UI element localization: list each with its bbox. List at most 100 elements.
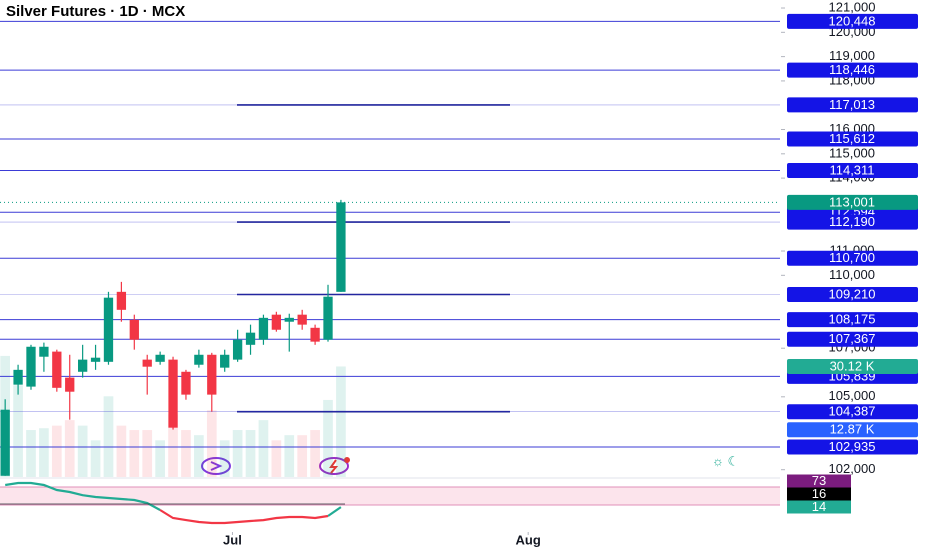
y-tick-label: 105,000 bbox=[829, 388, 876, 403]
level-label: 107,367 bbox=[829, 331, 876, 346]
zone-label: 112,190 bbox=[829, 214, 875, 229]
y-tick-label: 102,000 bbox=[829, 461, 876, 476]
y-tick-label: 115,000 bbox=[829, 145, 875, 160]
indicator-label: 14 bbox=[812, 499, 826, 514]
rsi-line bbox=[5, 481, 342, 517]
volume-bar bbox=[310, 430, 320, 477]
zone-box bbox=[787, 287, 918, 303]
volume-bar bbox=[142, 430, 153, 477]
candle-body bbox=[168, 359, 178, 428]
last-price-box bbox=[787, 194, 918, 210]
volume-bar bbox=[13, 385, 23, 477]
zone-label: 109,210 bbox=[829, 286, 876, 301]
zone-label: 104,387 bbox=[829, 404, 876, 419]
zone-box bbox=[787, 404, 918, 420]
volume-bar bbox=[155, 440, 165, 477]
level-label: 110,700 bbox=[829, 250, 875, 265]
candle-body bbox=[142, 359, 152, 367]
volume-bar bbox=[284, 435, 295, 477]
level-box bbox=[787, 250, 918, 266]
indicator-label: 73 bbox=[812, 473, 826, 488]
alert-icon[interactable] bbox=[319, 457, 350, 475]
candle-body bbox=[336, 202, 346, 292]
y-tick-label: 110,000 bbox=[829, 267, 875, 282]
level-label: 115,612 bbox=[829, 131, 875, 146]
indicator-box bbox=[787, 474, 851, 488]
volume-bar bbox=[323, 399, 333, 477]
volume-bar bbox=[258, 420, 269, 477]
level-box bbox=[787, 331, 918, 347]
volume-bar bbox=[336, 366, 346, 477]
volume-bar bbox=[51, 425, 62, 477]
candle-body bbox=[52, 351, 62, 388]
level-box bbox=[787, 312, 918, 328]
volume-bar bbox=[90, 440, 101, 477]
candle-body bbox=[39, 346, 49, 357]
level-label: 120,448 bbox=[829, 13, 876, 28]
rsi-band bbox=[0, 487, 780, 505]
y-tick-label: 121,000 bbox=[829, 0, 876, 14]
candle-body bbox=[310, 327, 320, 342]
level-box bbox=[787, 131, 918, 147]
volume-bar bbox=[39, 428, 49, 477]
candle-body bbox=[129, 319, 139, 340]
candle-body bbox=[0, 409, 10, 476]
volume-ma-box bbox=[787, 422, 918, 438]
candle-body bbox=[323, 296, 333, 340]
rsi-line bbox=[159, 509, 329, 525]
candle-body bbox=[78, 359, 88, 372]
volume-bar bbox=[168, 414, 178, 477]
volume-bar bbox=[206, 410, 217, 477]
chart-title: Silver Futures · 1D · MCX bbox=[6, 3, 185, 20]
volume-bar bbox=[103, 396, 114, 477]
candle-body bbox=[90, 357, 101, 362]
volume-ma-label: 12.87 K bbox=[830, 422, 875, 437]
indicator-label: 16 bbox=[812, 486, 826, 501]
x-tick-label: Aug bbox=[516, 532, 541, 547]
volume-bar bbox=[64, 420, 75, 477]
volume-bar bbox=[129, 430, 140, 477]
zone-label: 117,013 bbox=[829, 97, 875, 112]
candle-body bbox=[181, 371, 191, 395]
candle-body bbox=[116, 291, 127, 310]
zone-box bbox=[787, 214, 918, 230]
candle-body bbox=[13, 369, 23, 385]
candle-body bbox=[232, 339, 243, 360]
volume-bar bbox=[181, 430, 191, 477]
candle-body bbox=[26, 346, 36, 387]
replay-icon[interactable] bbox=[201, 457, 231, 475]
candle-body bbox=[103, 297, 114, 362]
volume-bar bbox=[245, 430, 256, 477]
volume-bar bbox=[271, 440, 282, 477]
volume-bar bbox=[77, 425, 88, 477]
candle-body bbox=[194, 354, 204, 365]
volume-bar bbox=[194, 435, 204, 477]
level-label: 102,935 bbox=[829, 439, 876, 454]
volume-bar bbox=[232, 430, 243, 477]
candle-body bbox=[155, 354, 165, 362]
theme-icon[interactable]: ☼ ☾ bbox=[712, 453, 739, 468]
level-label: 118,446 bbox=[829, 62, 875, 77]
level-box bbox=[787, 13, 918, 29]
last-price-label: 113,001 bbox=[829, 194, 875, 209]
candle-body bbox=[220, 354, 230, 368]
candle-body bbox=[65, 377, 75, 392]
candle-body bbox=[271, 314, 282, 330]
candle-body bbox=[297, 314, 307, 325]
indicator-box bbox=[787, 487, 851, 501]
volume-bar bbox=[297, 435, 308, 477]
volume-bar bbox=[26, 430, 36, 477]
candle-body bbox=[258, 317, 269, 340]
candle-body bbox=[284, 317, 294, 322]
volume-label: 30.12 K bbox=[830, 358, 875, 373]
x-tick-label: Jul bbox=[223, 532, 242, 547]
level-label: 114,311 bbox=[829, 162, 874, 177]
level-label: 108,175 bbox=[829, 312, 876, 327]
level-box bbox=[787, 62, 918, 78]
volume-label-box bbox=[787, 358, 918, 374]
y-tick-label: 119,000 bbox=[829, 48, 875, 63]
zone-box bbox=[787, 97, 918, 113]
volume-bar bbox=[219, 440, 230, 477]
